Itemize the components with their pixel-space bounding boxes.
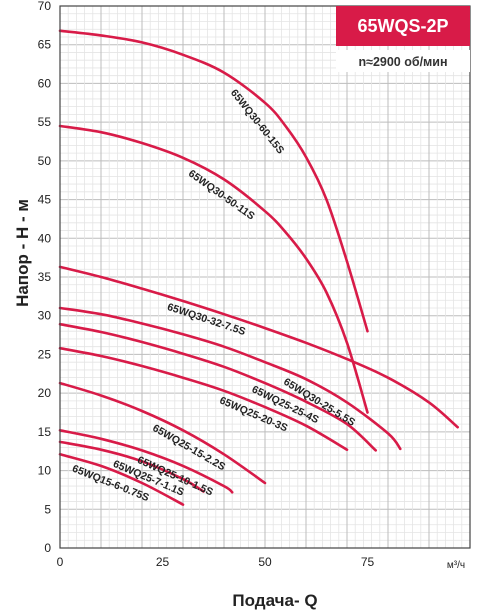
y-tick-label: 20 — [38, 386, 52, 400]
y-tick-label: 40 — [38, 231, 52, 245]
y-tick-label: 0 — [44, 541, 51, 555]
y-tick-label: 50 — [38, 154, 52, 168]
y-tick-label: 30 — [38, 309, 52, 323]
y-tick-label: 55 — [38, 115, 52, 129]
series-line — [58, 381, 267, 485]
series-line — [58, 124, 369, 414]
y-tick-label: 70 — [38, 0, 52, 13]
plot-frame — [59, 5, 471, 549]
y-tick-label: 5 — [44, 502, 51, 516]
curves — [58, 29, 459, 506]
series-line — [58, 440, 205, 493]
x-tick-label: 25 — [156, 555, 170, 569]
grid — [59, 5, 471, 549]
series-line — [58, 306, 402, 451]
series-line — [58, 29, 369, 333]
chart-subtitle: n≈2900 об/мин — [358, 55, 447, 69]
x-tick-label: 75 — [361, 555, 375, 569]
series-line — [58, 346, 349, 451]
series-line — [58, 265, 459, 429]
x-axis-title: Подача- Q — [232, 591, 317, 610]
x-tick-label: 50 — [258, 555, 272, 569]
chart-title: 65WQS-2P — [357, 16, 448, 36]
speed-background — [336, 50, 470, 72]
x-tick-label: 0 — [57, 555, 64, 569]
y-tick-label: 15 — [38, 425, 52, 439]
y-tick-label: 60 — [38, 76, 52, 90]
y-tick-label: 45 — [38, 193, 52, 207]
series-line — [58, 453, 185, 506]
series-line — [58, 322, 377, 452]
y-tick-label: 35 — [38, 270, 52, 284]
y-tick-label: 25 — [38, 347, 52, 361]
series-line — [58, 429, 234, 494]
y-axis-title: Напор - H - м — [13, 199, 32, 307]
y-tick-label: 65 — [38, 38, 52, 52]
x-axis-ticks: 0 25 50 75 — [57, 555, 375, 569]
x-axis-unit: м³/ч — [447, 560, 465, 571]
y-axis-ticks: 0 5 10 15 20 25 30 35 40 45 50 55 60 65 70 — [38, 0, 52, 555]
model-badge: 65WQS-2P — [336, 6, 470, 46]
model-badge-background — [336, 6, 470, 46]
y-tick-label: 10 — [38, 464, 52, 478]
